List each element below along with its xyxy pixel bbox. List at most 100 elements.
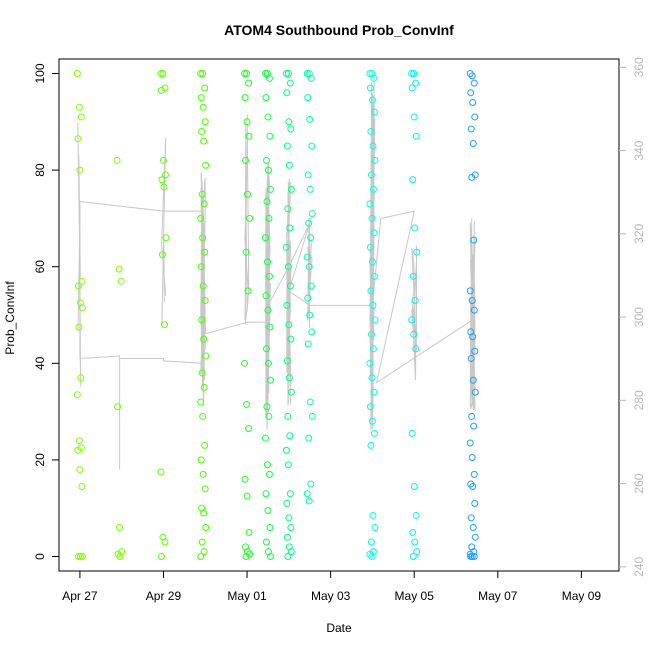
data-point <box>200 383 208 391</box>
data-point <box>412 79 420 87</box>
data-point <box>466 287 474 295</box>
x-tick-label: Apr 29 <box>146 589 182 603</box>
data-point <box>197 94 205 102</box>
secondary-line <box>369 75 376 430</box>
data-point <box>157 69 165 77</box>
y2-tick-label: 260 <box>632 473 646 493</box>
data-point <box>467 354 475 362</box>
series-points <box>73 69 479 561</box>
data-point <box>370 229 378 237</box>
data-point <box>261 69 269 77</box>
data-point <box>199 103 207 111</box>
data-point <box>306 185 314 193</box>
data-point <box>304 171 312 179</box>
data-point <box>284 412 292 420</box>
data-point <box>75 437 83 445</box>
data-point <box>266 524 274 532</box>
data-point <box>366 200 374 208</box>
x-axis: Apr 27 Apr 29 May 01 May 03 May 05 May 07 May … <box>62 571 601 603</box>
data-point <box>74 135 82 143</box>
data-point <box>367 287 375 295</box>
data-point <box>308 412 316 420</box>
data-point <box>115 265 123 273</box>
data-point <box>409 176 417 184</box>
y-axis: 0 20 40 60 80 100 <box>33 63 59 560</box>
data-point <box>285 374 293 382</box>
data-point <box>197 456 205 464</box>
data-point <box>367 538 375 546</box>
data-point <box>116 553 124 561</box>
data-point <box>470 236 478 244</box>
x-tick-label: May 03 <box>311 589 351 603</box>
data-point <box>264 166 272 174</box>
data-point <box>200 509 208 517</box>
data-point <box>242 553 250 561</box>
data-point <box>304 94 312 102</box>
data-point <box>266 553 274 561</box>
data-point <box>370 272 378 280</box>
data-point <box>303 69 311 77</box>
y2-tick-label: 300 <box>632 307 646 327</box>
x-tick-label: May 01 <box>227 589 267 603</box>
data-point <box>371 156 379 164</box>
data-point <box>161 538 169 546</box>
data-point <box>161 84 169 92</box>
x-tick-label: May 07 <box>478 589 518 603</box>
data-point <box>471 113 479 121</box>
data-point <box>370 108 378 116</box>
secondary-line <box>79 200 204 470</box>
data-point <box>78 277 86 285</box>
data-point <box>78 304 86 312</box>
data-point <box>241 94 249 102</box>
data-point <box>261 434 269 442</box>
data-point <box>284 205 292 213</box>
data-point <box>305 263 313 271</box>
chart-title: ATOM4 Southbound Prob_ConvInf <box>224 22 454 38</box>
data-point <box>287 388 295 396</box>
data-point <box>264 306 272 314</box>
secondary-line <box>469 218 476 412</box>
data-point <box>471 499 479 507</box>
data-point <box>202 524 210 532</box>
data-point <box>198 538 206 546</box>
data-point <box>370 429 378 437</box>
data-point <box>282 446 290 454</box>
data-point <box>286 79 294 87</box>
data-point <box>245 528 253 536</box>
y2-tick-label: 240 <box>632 557 646 577</box>
data-point <box>366 403 374 411</box>
data-point <box>265 214 273 222</box>
data-point <box>162 234 170 242</box>
data-point <box>410 482 418 490</box>
data-point <box>283 533 291 541</box>
data-point <box>200 548 208 556</box>
data-point <box>285 118 293 126</box>
data-point <box>77 113 85 121</box>
data-point <box>161 171 169 179</box>
data-point <box>471 533 479 541</box>
data-point <box>197 263 205 271</box>
data-point <box>199 234 207 242</box>
data-point <box>200 200 208 208</box>
data-point <box>242 248 250 256</box>
data-point <box>245 425 253 433</box>
data-point <box>158 176 166 184</box>
data-point <box>244 190 252 198</box>
data-point <box>76 166 84 174</box>
y-tick-label: 0 <box>33 553 47 560</box>
data-point <box>201 118 209 126</box>
data-point <box>199 69 207 77</box>
data-point <box>367 441 375 449</box>
data-point <box>305 497 313 505</box>
data-point <box>202 161 210 169</box>
data-point <box>75 323 83 331</box>
data-point <box>160 321 168 329</box>
data-point <box>241 359 249 367</box>
data-point <box>116 524 124 532</box>
data-point <box>243 69 251 77</box>
data-point <box>243 400 251 408</box>
data-point <box>412 345 420 353</box>
data-point <box>78 482 86 490</box>
data-point <box>411 297 419 305</box>
y-axis-label: Prob_ConvInf <box>3 281 17 355</box>
